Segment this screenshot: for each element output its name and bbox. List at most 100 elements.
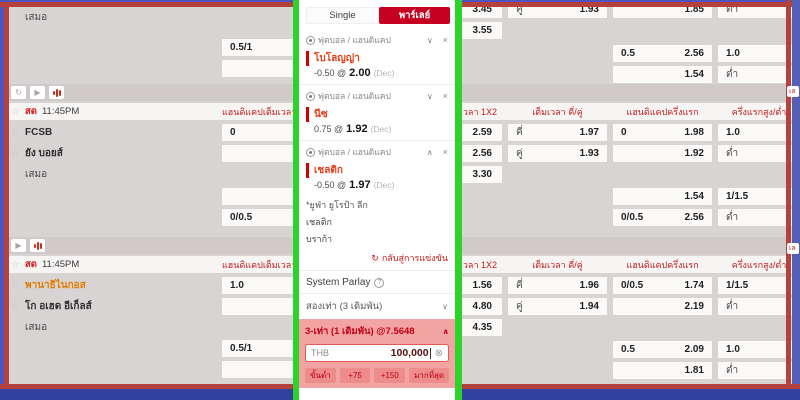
team-name: ยัง บอยส์ bbox=[25, 148, 63, 159]
double-combo-label: สองเท่า (3 เดิมพัน) bbox=[306, 301, 383, 312]
chevron-up-icon[interactable]: ∧ bbox=[426, 147, 433, 157]
table-row: 0.5 2.56 1.0 bbox=[440, 45, 800, 62]
odds-cell[interactable]: 1.54 bbox=[613, 188, 712, 205]
odds-cell[interactable]: 0/0.5 2.56 bbox=[613, 209, 712, 226]
chevron-down-icon[interactable]: ∨ bbox=[426, 35, 433, 45]
even-label: คู่ bbox=[516, 4, 523, 15]
soccer-ball-icon bbox=[306, 35, 315, 45]
treble-combo-row[interactable]: 3-เท่า (1 เดิมพัน) @7.5648 ∧ bbox=[305, 324, 449, 339]
treble-combo-section: 3-เท่า (1 เดิมพัน) @7.5648 ∧ THB 100,000… bbox=[299, 319, 455, 388]
refresh-icon[interactable]: ↻ bbox=[11, 86, 26, 99]
odds-cell[interactable]: 0/0.5 bbox=[222, 209, 296, 226]
odds-cell[interactable]: ต่ำ bbox=[718, 298, 800, 315]
odds-cell[interactable]: 1.0 bbox=[718, 124, 800, 141]
odds-cell[interactable] bbox=[222, 188, 296, 205]
plus-75-button[interactable]: +75 bbox=[339, 368, 371, 383]
under-label: ต่ำ bbox=[726, 4, 739, 15]
min-stake-button[interactable]: ขั้นต่ำ bbox=[305, 368, 336, 383]
favorite-star-icon[interactable]: ☆ bbox=[11, 148, 20, 158]
info-icon[interactable]: ? bbox=[374, 277, 385, 288]
even-label: คู่ bbox=[516, 148, 523, 159]
odds-cell[interactable]: 1/1.5 bbox=[718, 277, 800, 294]
play-icon[interactable]: ▶ bbox=[11, 239, 26, 252]
odds-cell[interactable]: 0.5/1 bbox=[222, 39, 296, 56]
odds-cell[interactable] bbox=[222, 60, 296, 77]
odds-cell[interactable]: 1.81 bbox=[613, 362, 712, 379]
team-name: พานาธิไนกอส bbox=[25, 280, 86, 291]
odds-cell[interactable]: ต่ำ bbox=[718, 66, 800, 83]
odds-cell[interactable]: 0.5 2.56 bbox=[613, 45, 712, 62]
under-label: ต่ำ bbox=[726, 69, 739, 80]
favorite-star-icon[interactable]: ☆ bbox=[11, 259, 20, 269]
chevron-down-icon[interactable]: ∨ bbox=[426, 91, 433, 101]
odds-cell[interactable]: ต่ำ bbox=[718, 209, 800, 226]
table-row: 1.56 คี่ 1.96 0/0.5 1.74 1/1.5 bbox=[440, 277, 800, 294]
under-label: ต่ำ bbox=[726, 148, 739, 159]
odds-cell[interactable] bbox=[222, 298, 296, 315]
odds-cell[interactable] bbox=[222, 361, 296, 378]
odds-value: 1.93 bbox=[579, 148, 599, 159]
odds-cell[interactable]: 1/1.5 bbox=[718, 188, 800, 205]
table-row bbox=[9, 361, 296, 378]
close-icon[interactable]: × bbox=[442, 147, 448, 157]
odds-cell[interactable]: คี่ 1.96 bbox=[508, 277, 607, 294]
favorite-star-icon[interactable]: ☆ bbox=[11, 106, 20, 116]
odds-value: 2.09 bbox=[684, 344, 704, 355]
stake-input[interactable]: THB 100,000 ⊗ bbox=[305, 344, 449, 362]
odds-cell[interactable]: 2.19 bbox=[613, 298, 712, 315]
annotation-frame-blue bbox=[792, 0, 800, 400]
tab-single[interactable]: Single bbox=[306, 7, 379, 24]
bet-handicap: -0.50 @ bbox=[314, 68, 347, 78]
odds-cell[interactable]: 0.5 2.09 bbox=[613, 341, 712, 358]
favorite-star-icon[interactable]: ☆ bbox=[11, 127, 20, 137]
bet-market-label: ฟุตบอล / แฮนดิแคป bbox=[318, 91, 391, 101]
favorite-star-icon[interactable]: ☆ bbox=[11, 301, 20, 311]
max-stake-button[interactable]: มากที่สุด bbox=[409, 368, 450, 383]
table-row: 4.80 คู่ 1.94 2.19 ต่ำ bbox=[440, 298, 800, 315]
more-markets-chip[interactable]: เล bbox=[787, 86, 799, 97]
odds-cell[interactable] bbox=[222, 145, 296, 162]
live-badge: สด bbox=[25, 106, 37, 117]
odds-cell[interactable]: 1.0 bbox=[222, 277, 296, 294]
stats-icon[interactable] bbox=[49, 86, 64, 99]
draw-label: เสมอ bbox=[25, 169, 48, 180]
soccer-ball-icon bbox=[306, 147, 315, 157]
table-row: 2.59 คี่ 1.97 0 1.98 1.0 bbox=[440, 124, 800, 141]
double-combo-row[interactable]: สองเท่า (3 เดิมพัน) ∨ bbox=[299, 293, 455, 319]
favorite-star-icon[interactable]: ☆ bbox=[11, 280, 20, 290]
close-icon[interactable]: × bbox=[442, 91, 448, 101]
league-name: *ยูฟ่า ยูโรป้า ลีก bbox=[306, 200, 368, 210]
back-to-match-link[interactable]: ↻ กลับสู่การแข่งขัน bbox=[306, 251, 448, 265]
team-name: FCSB bbox=[25, 127, 53, 138]
clear-icon[interactable]: ⊗ bbox=[434, 347, 443, 359]
even-label: คู่ bbox=[516, 301, 523, 312]
match-section-braga: ☆ บราก้า เสมอ 0.5/1 bbox=[9, 0, 296, 81]
odds-cell[interactable]: 1.0 bbox=[718, 45, 800, 62]
odds-cell[interactable]: ต่ำ bbox=[718, 145, 800, 162]
odds-cell[interactable]: 0.5/1 bbox=[222, 340, 296, 357]
stats-icon[interactable] bbox=[30, 239, 45, 252]
odds-value: 1.92 bbox=[684, 148, 704, 159]
odds-cell[interactable]: 0 bbox=[222, 124, 296, 141]
play-icon[interactable]: ▶ bbox=[30, 86, 45, 99]
odds-cell[interactable]: 1.54 bbox=[613, 66, 712, 83]
plus-150-button[interactable]: +150 bbox=[374, 368, 406, 383]
tab-parlay[interactable]: พาร์เลย์ bbox=[379, 7, 450, 24]
odds-cell[interactable]: 1.92 bbox=[613, 145, 712, 162]
odds-cell[interactable]: คี่ 1.97 bbox=[508, 124, 607, 141]
close-icon[interactable]: × bbox=[442, 35, 448, 45]
match-header: ☆ สด 11:45PM แฮนดิแคปเต็มเวลา bbox=[9, 103, 296, 120]
odds-cell[interactable]: 1.0 bbox=[718, 341, 800, 358]
draw-label: เสมอ bbox=[25, 12, 48, 23]
odds-cell[interactable]: ต่ำ bbox=[718, 362, 800, 379]
line-value: 0.5 bbox=[621, 344, 635, 355]
odds-cell[interactable]: คู่ 1.94 bbox=[508, 298, 607, 315]
bet-odds-line: 0.75 @ 1.92 (Dec) bbox=[306, 123, 448, 135]
match-time: 11:45PM bbox=[41, 259, 80, 270]
odds-cell[interactable]: 0 1.98 bbox=[613, 124, 712, 141]
column-header-handicap: แฮนดิแคปเต็มเวลา bbox=[222, 259, 296, 270]
betslip-panel: Single พาร์เลย์ ฟุตบอล / แฮนดิแคป ∨ × โบ… bbox=[293, 0, 462, 400]
more-markets-chip[interactable]: เล bbox=[787, 243, 799, 254]
odds-cell[interactable]: คู่ 1.93 bbox=[508, 145, 607, 162]
odds-cell[interactable]: 0/0.5 1.74 bbox=[613, 277, 712, 294]
